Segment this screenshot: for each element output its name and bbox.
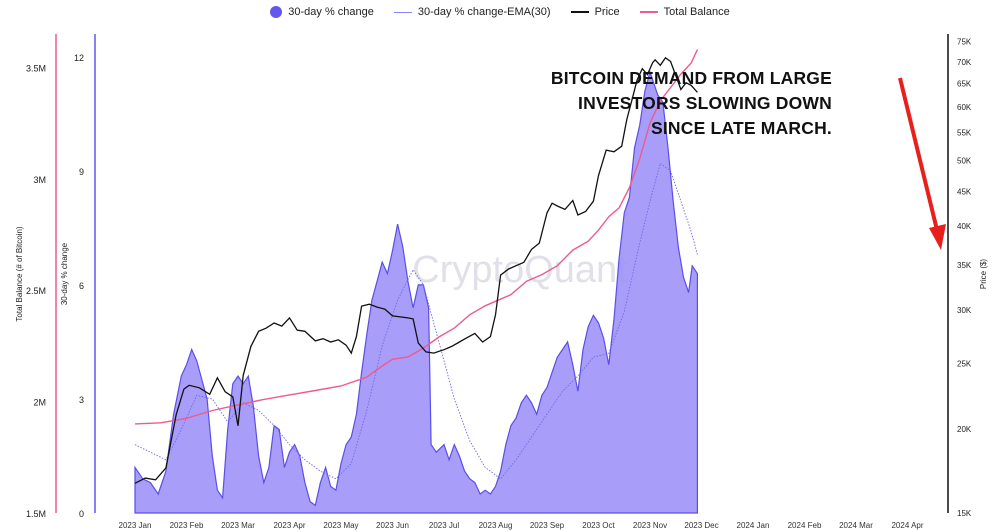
price-tick-label: 35K xyxy=(957,261,972,270)
price-tick-label: 30K xyxy=(957,306,972,315)
series-pct-change-area xyxy=(134,69,698,514)
chart-annotation: BITCOIN DEMAND FROM LARGE INVESTORS SLOW… xyxy=(551,66,832,141)
x-tick-label: 2023 May xyxy=(323,521,358,530)
price-axis-title: Price ($) xyxy=(979,259,988,290)
legend-label: Total Balance xyxy=(663,6,730,18)
pct-tick-label: 3 xyxy=(79,395,84,405)
x-tick-label: 2023 Sep xyxy=(530,521,565,530)
balance-tick-label: 3.5M xyxy=(26,63,46,73)
pct-axis-title: 30-day % change xyxy=(60,242,69,305)
annotation-arrow-shaft xyxy=(898,77,939,231)
price-tick-label: 15K xyxy=(957,509,972,518)
x-tick-label: 2023 Mar xyxy=(221,521,255,530)
legend-item-2[interactable]: Price xyxy=(570,6,620,18)
x-tick-label: 2024 Feb xyxy=(788,521,822,530)
legend-item-1[interactable]: 30-day % change-EMA(30) xyxy=(393,6,551,18)
x-tick-label: 2023 Dec xyxy=(684,521,718,530)
legend-swatch xyxy=(570,11,589,13)
balance-tick-label: 2.5M xyxy=(26,286,46,296)
price-tick-label: 65K xyxy=(957,80,972,89)
series-total-balance-line xyxy=(134,49,699,425)
balance-tick-label: 2M xyxy=(33,398,46,408)
annotation-line-1: BITCOIN DEMAND FROM LARGE xyxy=(550,68,832,88)
legend-item-3[interactable]: Total Balance xyxy=(639,6,730,18)
legend-item-0[interactable]: 30-day % change xyxy=(270,6,374,18)
x-tick-label: 2024 Apr xyxy=(891,521,923,530)
price-tick-label: 45K xyxy=(957,187,972,196)
annotation-line-3: SINCE LATE MARCH. xyxy=(651,118,832,138)
legend-swatch xyxy=(639,11,658,13)
balance-tick-label: 3M xyxy=(33,175,46,185)
x-tick-label: 2024 Mar xyxy=(839,521,873,530)
legend-label: 30-day % change-EMA(30) xyxy=(417,6,551,18)
legend-label: 30-day % change xyxy=(288,6,374,18)
x-tick-label: 2023 Oct xyxy=(582,521,615,530)
pct-tick-label: 9 xyxy=(79,167,84,177)
balance-axis-title: Total Balance (# of Bitcoin) xyxy=(15,226,24,321)
pct-tick-label: 6 xyxy=(79,281,84,291)
price-tick-label: 25K xyxy=(957,359,972,368)
pct-tick-label: 12 xyxy=(74,53,84,63)
legend-swatch xyxy=(270,6,283,18)
price-tick-label: 40K xyxy=(957,222,972,231)
x-tick-label: 2023 Apr xyxy=(273,521,305,530)
price-tick-label: 20K xyxy=(957,425,972,434)
x-tick-label: 2023 Jul xyxy=(429,521,459,530)
watermark: CryptoQuant xyxy=(412,249,628,291)
price-tick-label: 75K xyxy=(957,38,972,47)
x-tick-label: 2023 Jun xyxy=(376,521,409,530)
pct-tick-label: 0 xyxy=(79,509,84,519)
series-price-line xyxy=(134,56,698,484)
x-tick-label: 2023 Nov xyxy=(633,521,667,530)
x-tick-label: 2023 Jan xyxy=(119,521,152,530)
x-tick-label: 2023 Aug xyxy=(479,521,513,530)
balance-tick-label: 1.5M xyxy=(26,509,46,519)
legend-swatch xyxy=(393,11,412,13)
price-tick-label: 55K xyxy=(957,129,972,138)
price-tick-label: 70K xyxy=(957,58,972,67)
x-tick-label: 2023 Feb xyxy=(170,521,204,530)
annotation-arrow-head xyxy=(929,224,946,250)
price-tick-label: 60K xyxy=(957,103,972,112)
annotation-line-2: INVESTORS SLOWING DOWN xyxy=(578,93,832,113)
price-tick-label: 50K xyxy=(957,156,972,165)
chart-legend: 30-day % change 30-day % change-EMA(30) Pr… xyxy=(0,6,1000,18)
x-tick-label: 2024 Jan xyxy=(737,521,770,530)
legend-label: Price xyxy=(594,6,620,18)
